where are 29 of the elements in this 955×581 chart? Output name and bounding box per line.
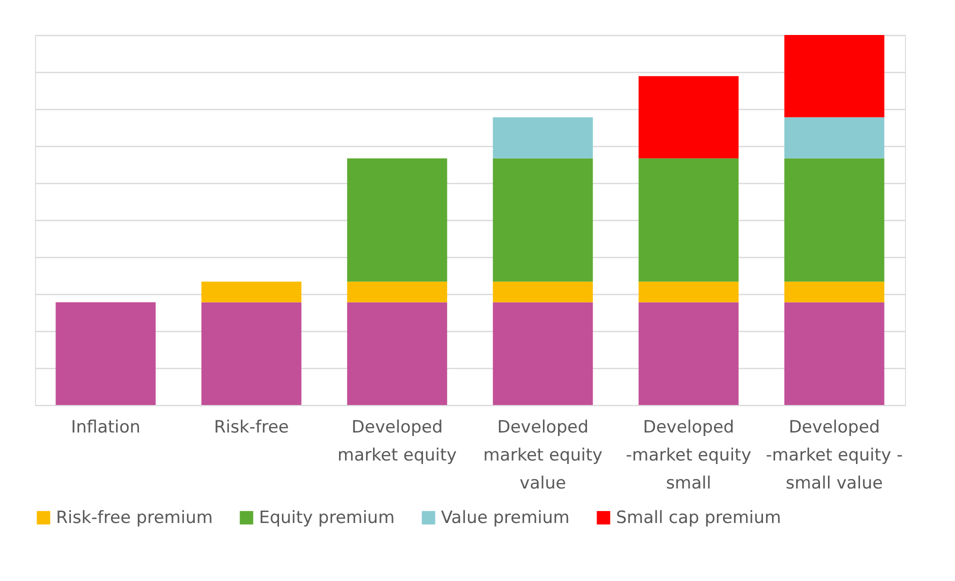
bar <box>638 76 739 158</box>
bar <box>347 158 448 282</box>
bar <box>347 302 448 405</box>
x-tick-label: Developed market equity <box>338 418 457 466</box>
legend-label: Risk-free premium <box>56 508 213 528</box>
x-tick-label: Risk-free <box>214 418 289 438</box>
bar <box>638 282 739 302</box>
bar <box>784 35 884 118</box>
bar <box>638 302 739 405</box>
bar <box>784 117 884 158</box>
x-tick-label: Developed -market equity - small value <box>766 418 903 494</box>
legend-label: Small cap premium <box>616 508 782 528</box>
bar <box>784 302 884 405</box>
x-tick-label: Developed market equity value <box>483 418 602 494</box>
bar <box>784 158 884 282</box>
bar <box>347 282 448 302</box>
bar <box>492 282 593 302</box>
bar <box>638 158 739 282</box>
bar <box>492 302 593 405</box>
bar <box>784 282 884 302</box>
bar <box>492 158 593 282</box>
bar <box>492 117 593 158</box>
x-tick-label: Developed -market equity small <box>626 418 752 494</box>
bar <box>201 282 302 302</box>
legend-label: Value premium <box>441 508 570 528</box>
bar <box>201 302 302 405</box>
bar <box>56 302 156 405</box>
legend-label: Equity premium <box>259 508 395 528</box>
x-tick-label: Inflation <box>70 418 140 438</box>
